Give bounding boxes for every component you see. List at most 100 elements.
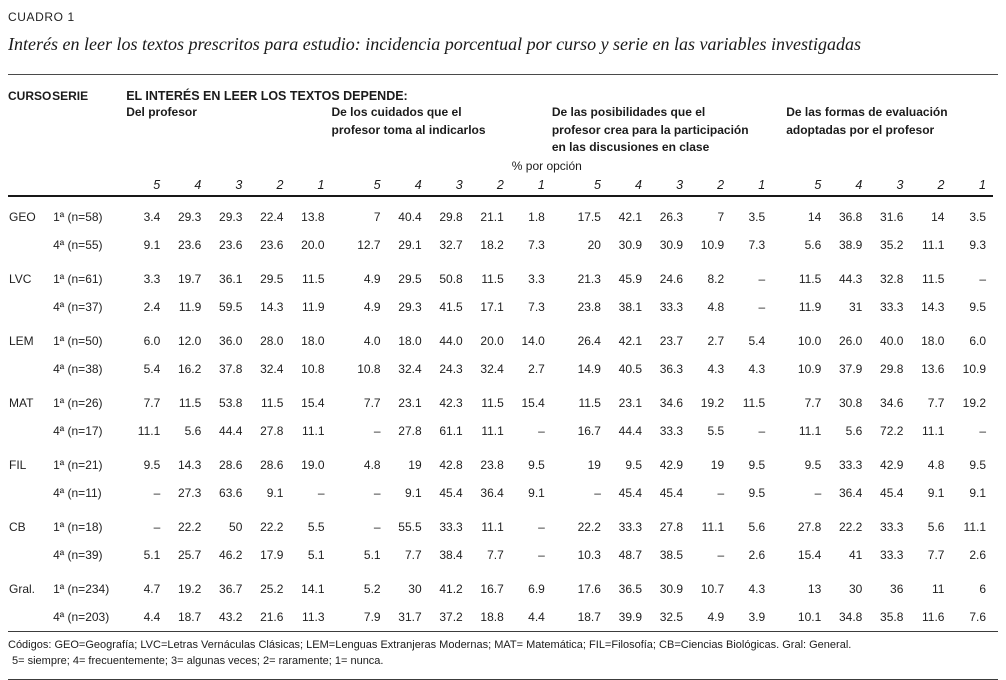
value-cell: 7.3 (528, 300, 545, 314)
value-cell: 11.5 (742, 396, 766, 410)
value-cell: 9.3 (969, 238, 986, 252)
value-cell: 4.3 (707, 362, 725, 376)
table-row: 4ª (n=11) – 27.3 63.6 9.1 – – 9.1 45.4 36.4 9.1 – 45… (8, 479, 993, 507)
value-cell: 28.6 (219, 458, 243, 472)
value-cell: 5.1 (363, 548, 381, 562)
divider-footer (8, 631, 998, 632)
value-cell: 20.0 (301, 238, 325, 252)
group-title-line: Del profesor (126, 105, 197, 119)
serie-cell: 1ª (n=234) (53, 582, 110, 596)
header-row-groups: Del profesor De los cuidados que el profe… (8, 104, 993, 157)
table-row: MAT 1ª (n=26) 7.7 11.5 53.8 11.5 15.4 7.7 23.1 42… (8, 383, 993, 417)
value-cell: 29.5 (398, 272, 422, 286)
codes-note: Códigos: GEO=Geografía; LVC=Letras Verná… (8, 639, 852, 651)
value-cell: 5.1 (143, 548, 161, 562)
value-cell: 32.4 (480, 362, 504, 376)
value-cell: 27.8 (398, 424, 422, 438)
value-cell: 42.1 (618, 334, 642, 348)
scale-spacer (8, 175, 127, 197)
value-cell: 27.8 (797, 520, 822, 534)
serie-cell: 4ª (n=37) (53, 300, 103, 314)
value-cell: 11.1 (302, 424, 325, 438)
value-cell: 5.4 (748, 334, 766, 348)
scale-header-3: 3 (208, 175, 250, 197)
depends-header: EL INTERÉS EN LEER LOS TEXTOS DEPENDE: (126, 89, 408, 103)
value-cell: 14.1 (301, 582, 325, 596)
value-cell: 29.5 (260, 272, 284, 286)
scale-header-3: 3 (649, 175, 691, 197)
value-cell: 14.0 (521, 334, 545, 348)
value-cell: 32.7 (439, 238, 463, 252)
table-body: GEO 1ª (n=58) 3.4 29.3 29.3 22.4 13.8 7 40.4 29.8… (8, 196, 993, 631)
value-cell: 7.7 (487, 548, 504, 562)
scale-header-5: 5 (331, 175, 388, 197)
group-title-line: profesor toma al indicarlos (331, 122, 486, 137)
value-cell: 59.5 (219, 300, 243, 314)
curso-cell: GEO (9, 210, 36, 224)
serie-cell: 1ª (n=18) (53, 520, 103, 534)
value-cell: 11.9 (798, 300, 822, 314)
value-cell: 36 (890, 582, 904, 596)
value-cell: 41 (848, 548, 863, 562)
value-cell: 5.6 (845, 424, 863, 438)
value-cell: 23.1 (398, 396, 422, 410)
value-cell: 38.1 (618, 300, 642, 314)
value-cell: 23.6 (177, 238, 202, 252)
group-header-posibilidades: De las posibilidades que el profesor crea… (552, 104, 772, 157)
value-cell: 33.3 (439, 520, 463, 534)
value-cell: 9.5 (969, 300, 986, 314)
value-cell: 33.3 (618, 520, 642, 534)
value-cell: 42.9 (659, 458, 684, 472)
value-cell: 11.1 (922, 238, 945, 252)
value-cell: 10.9 (700, 238, 725, 252)
serie-cell: 4ª (n=39) (53, 548, 103, 562)
scale-header-2: 2 (690, 175, 732, 197)
value-cell: 31.6 (880, 210, 904, 224)
value-cell: 19.2 (962, 396, 986, 410)
value-cell: 36.3 (659, 362, 684, 376)
value-cell: 26.3 (659, 210, 684, 224)
table-row: FIL 1ª (n=21) 9.5 14.3 28.6 28.6 19.0 4.8 19 42.8… (8, 445, 993, 479)
curso-cell (8, 417, 52, 445)
value-cell: 9.1 (404, 486, 422, 500)
value-cell: 19 (408, 458, 422, 472)
serie-cell: 1ª (n=21) (53, 458, 103, 472)
value-cell: 44.3 (838, 272, 863, 286)
value-cell: 11.1 (922, 424, 945, 438)
value-cell: 11.1 (798, 424, 822, 438)
value-cell: 50.8 (439, 272, 463, 286)
curso-cell (8, 355, 52, 383)
value-cell: 10.8 (301, 362, 325, 376)
value-cell: 4.3 (748, 362, 766, 376)
scale-header-2: 2 (469, 175, 511, 197)
value-cell: 7.7 (804, 396, 822, 410)
table-row: 4ª (n=55) 9.1 23.6 23.6 23.6 20.0 12.7 29.1 32.7… (8, 231, 993, 259)
value-cell: 25.7 (177, 548, 202, 562)
table-row: LEM 1ª (n=50) 6.0 12.0 36.0 28.0 18.0 4.0 18.0 44… (8, 321, 993, 355)
value-cell: 23.8 (480, 458, 504, 472)
table-row: 4ª (n=17) 11.1 5.6 44.4 27.8 11.1 – 27.8 61.1 11.… (8, 417, 993, 445)
value-cell: 9.1 (969, 486, 986, 500)
value-cell: 30 (848, 582, 863, 596)
value-cell: 2.7 (707, 334, 725, 348)
value-cell: 23.6 (219, 238, 243, 252)
group-title-line: adoptadas por el profesor (786, 122, 935, 137)
value-cell: 1.8 (528, 210, 545, 224)
value-cell: 35.8 (880, 610, 904, 624)
value-cell: 31 (848, 300, 863, 314)
value-cell: 12.0 (177, 334, 202, 348)
value-cell: 36.5 (618, 582, 642, 596)
group-header-profesor: Del profesor (126, 104, 331, 157)
value-cell: 15.4 (521, 396, 545, 410)
value-cell: 53.8 (219, 396, 243, 410)
value-cell: 34.6 (659, 396, 684, 410)
value-cell: – (717, 548, 725, 562)
value-cell: 37.8 (219, 362, 243, 376)
value-cell: 11.9 (178, 300, 202, 314)
value-cell: 29.3 (177, 210, 202, 224)
value-cell: 11.5 (481, 396, 504, 410)
value-cell: 32.4 (398, 362, 422, 376)
value-cell: 6.0 (969, 334, 986, 348)
